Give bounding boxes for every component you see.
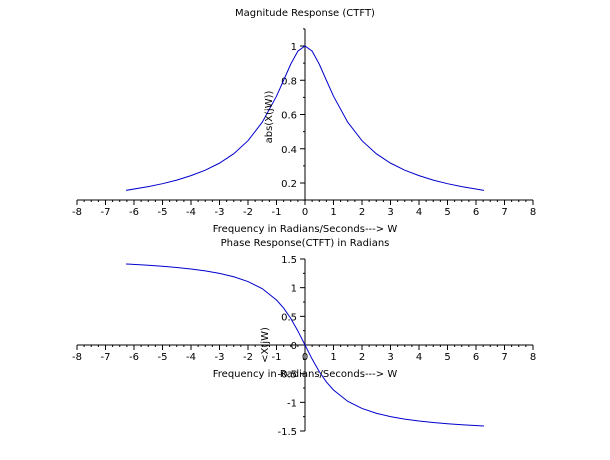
magnitude-y-tick-label: 0.2 xyxy=(281,179,297,190)
phase-y-tick-label: 1 xyxy=(291,284,297,295)
magnitude-x-tick-label: -1 xyxy=(272,207,282,218)
magnitude-x-tick-label: -3 xyxy=(215,207,225,218)
magnitude-x-tick-label: 0 xyxy=(302,207,308,218)
phase-x-tick-label: -4 xyxy=(186,352,196,363)
phase-y-label: <X(jW) xyxy=(260,327,271,363)
phase-x-tick-label: -5 xyxy=(158,352,168,363)
magnitude-x-ticks: -8 -7 -6 -5 -4 -3 -2 -1 0 1 2 3 4 5 6 7 8 xyxy=(72,200,536,218)
magnitude-y-label: abs(X(jW)) xyxy=(264,91,275,144)
phase-x-label: Frequency in Radians/Seconds---> W xyxy=(213,369,398,380)
phase-series-line xyxy=(125,263,485,427)
phase-y-tick-label: -0.5 xyxy=(277,370,297,381)
phase-plot: Phase Response(CTFT) in Radians -1.5 -1 -0… xyxy=(72,238,536,438)
phase-x-tick-label: -2 xyxy=(243,352,253,363)
magnitude-x-tick-label: -4 xyxy=(186,207,196,218)
phase-x-tick-label: 1 xyxy=(330,352,336,363)
magnitude-series-line xyxy=(125,45,485,191)
magnitude-x-tick-label: 1 xyxy=(330,207,336,218)
phase-x-tick-label: -6 xyxy=(129,352,139,363)
magnitude-x-tick-label: 3 xyxy=(387,207,393,218)
phase-title: Phase Response(CTFT) in Radians xyxy=(221,238,390,249)
magnitude-y-tick-label: 1 xyxy=(291,42,297,53)
phase-x-tick-label: 5 xyxy=(444,352,450,363)
magnitude-title: Magnitude Response (CTFT) xyxy=(235,8,375,19)
phase-y-tick-label: -1.5 xyxy=(277,427,297,438)
magnitude-x-tick-label: -6 xyxy=(129,207,139,218)
phase-y-tick-label: 1.5 xyxy=(281,255,297,266)
phase-x-tick-label: -7 xyxy=(101,352,111,363)
magnitude-x-tick-label: 4 xyxy=(416,207,422,218)
phase-x-tick-label: 3 xyxy=(387,352,393,363)
magnitude-x-tick-label: 2 xyxy=(359,207,365,218)
magnitude-y-tick-label: 0.6 xyxy=(281,111,297,122)
phase-y-tick-label: 0 xyxy=(291,341,297,352)
magnitude-x-tick-label: -7 xyxy=(101,207,111,218)
magnitude-x-tick-label: 7 xyxy=(501,207,507,218)
phase-x-tick-label: 2 xyxy=(359,352,365,363)
magnitude-x-tick-label: 5 xyxy=(444,207,450,218)
magnitude-y-tick-label: 0.8 xyxy=(281,76,297,87)
magnitude-x-tick-label: 8 xyxy=(530,207,536,218)
phase-x-tick-label: 7 xyxy=(501,352,507,363)
magnitude-x-label: Frequency in Radians/Seconds---> W xyxy=(213,224,398,235)
phase-x-tick-label: 6 xyxy=(473,352,479,363)
phase-y-tick-label: 0.5 xyxy=(281,312,297,323)
phase-y-tick-label: -1 xyxy=(287,398,297,409)
magnitude-x-tick-label: -5 xyxy=(158,207,168,218)
phase-x-tick-label: 8 xyxy=(530,352,536,363)
phase-x-tick-label: -3 xyxy=(215,352,225,363)
phase-x-tick-label: -8 xyxy=(72,352,82,363)
magnitude-x-tick-label: 6 xyxy=(473,207,479,218)
phase-x-tick-label: 4 xyxy=(416,352,422,363)
magnitude-y-tick-label: 0.4 xyxy=(281,145,297,156)
magnitude-plot: Magnitude Response (CTFT) 0.20.40.60.81 … xyxy=(72,8,536,235)
magnitude-x-tick-label: -8 xyxy=(72,207,82,218)
phase-x-tick-label: -1 xyxy=(272,352,282,363)
magnitude-x-tick-label: -2 xyxy=(243,207,253,218)
